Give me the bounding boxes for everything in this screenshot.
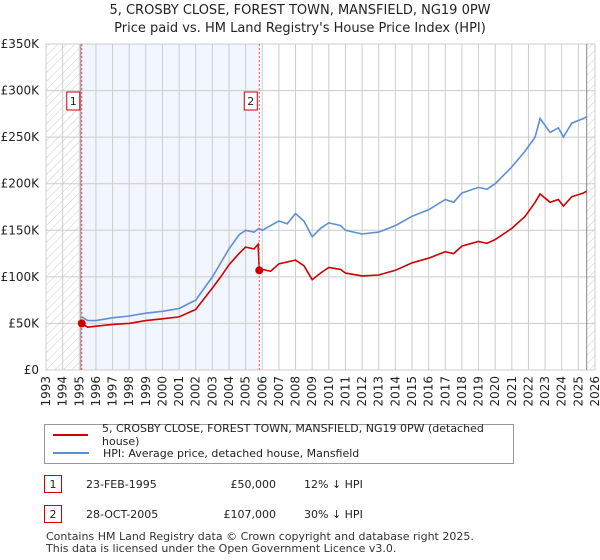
sale-point bbox=[255, 266, 264, 275]
x-tick-label: 2003 bbox=[205, 376, 219, 407]
annotation-box bbox=[66, 91, 81, 111]
x-tick-label: 2024 bbox=[555, 376, 569, 407]
x-tick-label: 2005 bbox=[239, 376, 253, 407]
x-tick-label: 2016 bbox=[422, 376, 436, 407]
x-tick-label: 2013 bbox=[372, 376, 386, 407]
legend-swatch-hpi bbox=[53, 452, 89, 454]
transaction-row: 1 23-FEB-1995 £50,000 12% ↓ HPI bbox=[44, 475, 363, 493]
x-tick-label: 2012 bbox=[355, 376, 369, 407]
y-tick-label: £50K bbox=[8, 316, 40, 330]
y-tick-label: £350K bbox=[1, 37, 41, 51]
chart-title: 5, CROSBY CLOSE, FOREST TOWN, MANSFIELD,… bbox=[109, 3, 491, 36]
x-tick-label: 2017 bbox=[438, 376, 452, 407]
x-tick-label: 2006 bbox=[255, 376, 269, 407]
y-tick-label: £0 bbox=[24, 363, 39, 377]
transaction-price: £50,000 bbox=[230, 477, 277, 491]
plot-frame bbox=[45, 43, 596, 371]
hpi-line bbox=[81, 115, 588, 322]
legend: 5, CROSBY CLOSE, FOREST TOWN, MANSFIELD,… bbox=[44, 422, 514, 464]
x-tick-label: 2000 bbox=[155, 376, 169, 407]
footer: Contains HM Land Registry data © Crown c… bbox=[46, 530, 474, 555]
transaction-date: 28-OCT-2005 bbox=[86, 507, 159, 521]
legend-swatch-price bbox=[53, 434, 88, 436]
transaction-hpi: 12% ↓ HPI bbox=[304, 477, 363, 491]
x-tick-label: 2015 bbox=[405, 376, 419, 407]
y-tick-label: £200K bbox=[1, 177, 41, 191]
chart: 1993 1994 1995 1996 1997 1998 1999 2000 2001 2002… bbox=[1, 37, 600, 407]
x-tick-label: 2026 bbox=[588, 376, 600, 407]
x-tick-label: 2022 bbox=[521, 376, 535, 407]
x-tick-label: 2010 bbox=[322, 376, 336, 407]
transaction-hpi: 30% ↓ HPI bbox=[304, 507, 363, 521]
x-tick-label: 2009 bbox=[305, 376, 319, 407]
x-tick-label: 2023 bbox=[538, 376, 552, 407]
legend-label-price: 5, CROSBY CLOSE, FOREST TOWN, MANSFIELD,… bbox=[102, 422, 484, 448]
y-tick-label: £300K bbox=[1, 84, 41, 98]
sale-point bbox=[77, 319, 86, 328]
x-tick-label: 2020 bbox=[488, 376, 502, 407]
y-tick-label: £100K bbox=[1, 270, 41, 284]
y-tick-label: £150K bbox=[1, 223, 41, 237]
transaction-badge: 1 bbox=[44, 475, 62, 493]
annotation-label: 1 bbox=[70, 95, 77, 108]
ownership-band bbox=[81, 44, 260, 370]
legend-label-hpi: HPI: Average price, detached house, Mans… bbox=[103, 446, 360, 460]
x-tick-label: 2025 bbox=[571, 376, 585, 407]
x-tick-label: 1999 bbox=[139, 376, 153, 407]
x-tick-label: 1995 bbox=[72, 376, 86, 407]
transaction-date: 23-FEB-1995 bbox=[86, 477, 157, 491]
x-tick-label: 2002 bbox=[189, 376, 203, 407]
x-tick-label: 2014 bbox=[388, 376, 402, 407]
hatched-region-after-data bbox=[586, 44, 595, 370]
annotation-box bbox=[243, 91, 258, 111]
x-tick-label: 2007 bbox=[272, 376, 286, 407]
x-tick-label: 1997 bbox=[106, 376, 120, 407]
x-tick-label: 2004 bbox=[222, 376, 236, 407]
x-tick-label: 1993 bbox=[39, 376, 53, 407]
x-tick-label: 2021 bbox=[505, 376, 519, 407]
y-tick-label: £250K bbox=[1, 130, 41, 144]
x-tick-label: 2001 bbox=[172, 376, 186, 407]
x-tick-label: 1996 bbox=[89, 376, 103, 407]
x-tick-label: 2018 bbox=[455, 376, 469, 407]
x-tick-label: 1998 bbox=[122, 376, 136, 407]
x-tick-label: 2019 bbox=[472, 376, 486, 407]
annotation-label: 2 bbox=[247, 95, 254, 108]
transaction-row: 2 28-OCT-2005 £107,000 30% ↓ HPI bbox=[44, 505, 363, 523]
x-tick-label: 1994 bbox=[56, 376, 70, 407]
x-tick-label: 2011 bbox=[338, 376, 352, 407]
transaction-price: £107,000 bbox=[223, 507, 277, 521]
price-paid-line bbox=[81, 190, 588, 329]
transaction-badge: 2 bbox=[44, 505, 62, 523]
x-tick-label: 2008 bbox=[289, 376, 303, 407]
